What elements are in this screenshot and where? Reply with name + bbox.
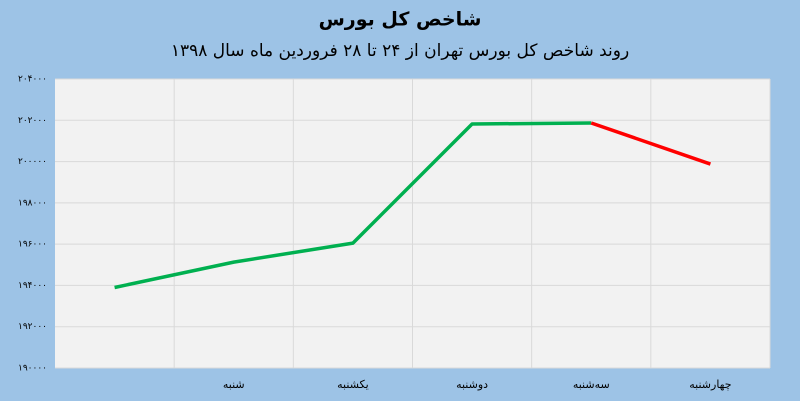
y-tick-label: ۱۹۸۰۰۰ (18, 198, 47, 208)
chart-title: شاخص کل بورس (319, 9, 482, 31)
y-tick-label: ۱۹۲۰۰۰ (18, 322, 47, 332)
y-tick-label: ۲۰۰۰۰۰ (18, 157, 47, 167)
y-tick-label: ۲۰۴۰۰۰ (18, 75, 47, 85)
y-tick-label: ۱۹۴۰۰۰ (18, 281, 47, 291)
x-tick-label: یکشنبه (337, 378, 369, 391)
y-tick-label: ۱۹۶۰۰۰ (18, 240, 47, 250)
x-tick-label: شنبه (223, 378, 245, 391)
x-tick-label: سه‌شنبه (573, 378, 610, 391)
y-tick-label: ۲۰۲۰۰۰ (18, 116, 47, 126)
chart-subtitle: روند شاخص کل بورس تهران از ۲۴ تا ۲۸ فرور… (171, 41, 629, 61)
line-series (114, 121, 592, 290)
x-tick-label: چهارشنبه (689, 378, 731, 391)
line-series (590, 121, 711, 166)
y-tick-label: ۱۹۰۰۰۰ (18, 364, 47, 374)
x-tick-label: دوشنبه (456, 378, 488, 391)
